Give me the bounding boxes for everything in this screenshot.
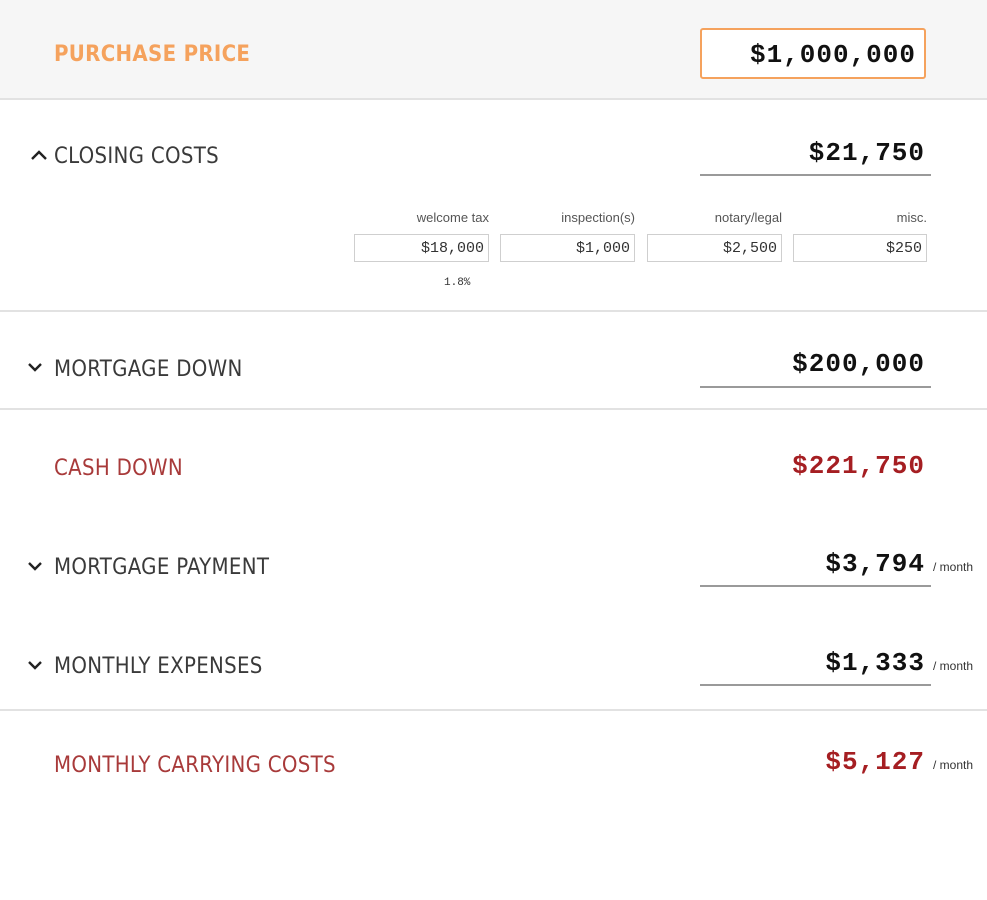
purchase-price-label: PURCHASE PRICE [54, 42, 251, 67]
mortgage-down-value: $200,000 [792, 349, 925, 379]
mortgage-down-toggle[interactable]: MORTGAGE DOWN [54, 357, 243, 382]
per-month-unit: / month [933, 758, 974, 772]
notary-legal-input[interactable]: $2,500 [647, 234, 782, 262]
welcome-tax-input[interactable]: $18,000 [354, 234, 489, 262]
inspection-label: inspection(s) [561, 210, 635, 225]
mortgage-down-field [700, 348, 931, 388]
mortgage-payment-field [700, 547, 931, 587]
welcome-tax-percent: 1.8% [444, 277, 471, 289]
divider [0, 98, 987, 100]
cash-down-label: CASH DOWN [54, 456, 183, 481]
mortgage-payment-value: $3,794 [825, 549, 925, 579]
chevron-down-icon[interactable] [27, 560, 47, 580]
monthly-expenses-toggle[interactable]: MONTHLY EXPENSES [54, 654, 263, 679]
closing-costs-total-field [700, 136, 931, 176]
inspection-input[interactable]: $1,000 [500, 234, 635, 262]
divider [0, 310, 987, 312]
chevron-down-icon[interactable] [27, 361, 47, 381]
monthly-carrying-costs-value: $5,127 [825, 747, 925, 777]
misc-label: misc. [896, 210, 927, 225]
closing-costs-toggle[interactable]: CLOSING COSTS [54, 144, 219, 169]
cash-down-value: $221,750 [792, 451, 925, 481]
misc-input[interactable]: $250 [793, 234, 927, 262]
closing-costs-total: $21,750 [808, 138, 925, 168]
chevron-up-icon[interactable] [30, 148, 50, 168]
monthly-expenses-field [700, 646, 931, 686]
monthly-carrying-costs-label: MONTHLY CARRYING COSTS [54, 753, 336, 778]
chevron-down-icon[interactable] [27, 659, 47, 679]
divider [0, 408, 987, 410]
purchase-price-input[interactable]: $1,000,000 [700, 28, 926, 79]
monthly-expenses-value: $1,333 [825, 648, 925, 678]
per-month-unit: / month [933, 560, 974, 574]
divider [0, 709, 987, 711]
welcome-tax-label: welcome tax [416, 210, 489, 225]
mortgage-payment-toggle[interactable]: MORTGAGE PAYMENT [54, 555, 270, 580]
per-month-unit: / month [933, 659, 974, 673]
notary-legal-label: notary/legal [714, 210, 782, 225]
